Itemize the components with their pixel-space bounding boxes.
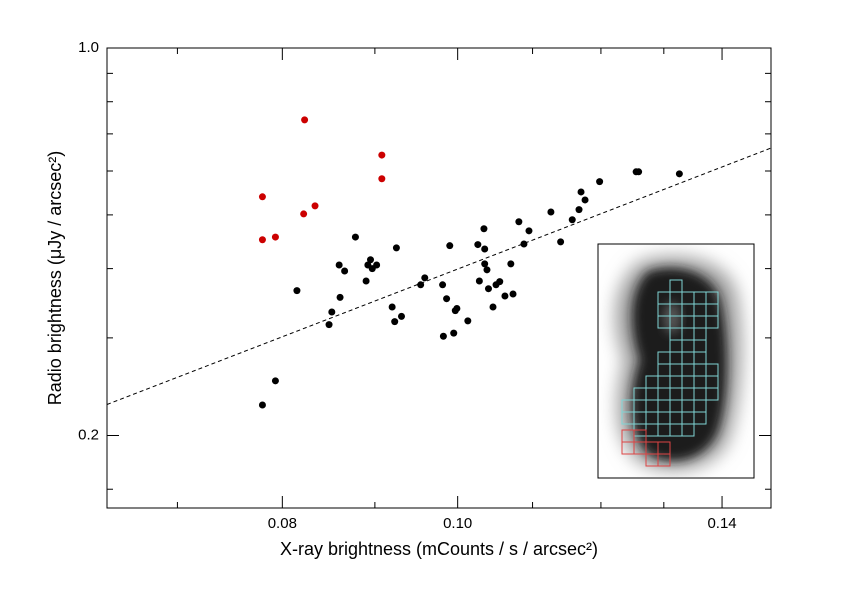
- inset-cell-red: [657, 453, 671, 467]
- scatter-point: [501, 292, 509, 300]
- scatter-point: [439, 281, 447, 289]
- scatter-point: [325, 321, 333, 329]
- scatter-point: [474, 241, 482, 249]
- scatter-point: [417, 281, 425, 289]
- scatter-point: [258, 193, 266, 201]
- plot-frame: [106, 47, 772, 509]
- scatter-point: [397, 312, 405, 320]
- x-tick-label: 0.08: [268, 515, 297, 532]
- scatter-point: [336, 293, 344, 301]
- inset-cell: [705, 387, 719, 401]
- scatter-point: [581, 196, 589, 204]
- scatter-point: [367, 256, 375, 264]
- scatter-point: [391, 318, 399, 326]
- scatter-point: [520, 240, 528, 248]
- scatter-point: [509, 290, 517, 298]
- scatter-point: [446, 242, 454, 250]
- inset-grid: [621, 279, 719, 467]
- scatter-point: [378, 175, 386, 183]
- scatter-point: [557, 238, 565, 246]
- scatter-point: [328, 308, 336, 316]
- scatter-point: [475, 277, 483, 285]
- scatter-point: [271, 233, 279, 241]
- scatter-point: [483, 266, 491, 274]
- scatter-point: [464, 317, 472, 325]
- scatter-point: [443, 295, 451, 303]
- scatter-point: [515, 218, 523, 226]
- scatter-point: [635, 168, 643, 176]
- inset-image: [597, 243, 755, 479]
- scatter-point: [335, 261, 343, 269]
- scatter-point: [507, 260, 515, 268]
- scatter-point: [547, 208, 555, 216]
- scatter-point: [568, 216, 576, 224]
- scatter-point: [481, 260, 489, 268]
- scatter-point: [596, 178, 604, 186]
- scatter-point: [258, 401, 266, 409]
- scatter-point: [362, 277, 370, 285]
- scatter-point: [373, 261, 381, 269]
- y-tick-label: 0.2: [78, 426, 99, 443]
- scatter-point: [480, 225, 488, 233]
- scatter-point: [675, 170, 683, 178]
- y-tick-label: 1.0: [78, 39, 99, 56]
- scatter-point: [484, 285, 492, 293]
- scatter-point: [439, 332, 447, 340]
- scatter-point: [271, 377, 279, 385]
- y-axis-label: Radio brightness (μJy / arcsec²): [45, 151, 65, 405]
- inset-cell: [693, 411, 707, 425]
- scatter-point: [575, 206, 583, 214]
- scatter-point: [421, 274, 429, 282]
- inset-cell: [705, 315, 719, 329]
- scatter-point: [301, 116, 309, 124]
- x-tick-label: 0.10: [443, 515, 472, 532]
- scatter-point: [311, 202, 319, 210]
- scatter-point: [525, 227, 533, 235]
- x-tick-label: 0.14: [707, 515, 736, 532]
- scatter-point: [351, 233, 359, 241]
- scatter-point: [392, 244, 400, 252]
- inset-cell: [681, 423, 695, 437]
- scatter-point: [450, 329, 458, 337]
- scatter-point: [378, 151, 386, 159]
- scatter-point: [489, 303, 497, 311]
- scatter-point: [577, 188, 585, 196]
- scatter-point: [481, 245, 489, 253]
- scatter-point: [300, 210, 308, 218]
- inset-notch: [663, 302, 681, 334]
- scatter-point: [388, 303, 396, 311]
- scatter-point: [293, 287, 301, 295]
- scatter-point: [341, 267, 349, 275]
- scatter-point: [453, 304, 461, 312]
- scatter-point: [496, 278, 504, 286]
- scatter-point: [258, 236, 266, 244]
- x-axis-label: X-ray brightness (mCounts / s / arcsec²): [280, 539, 598, 559]
